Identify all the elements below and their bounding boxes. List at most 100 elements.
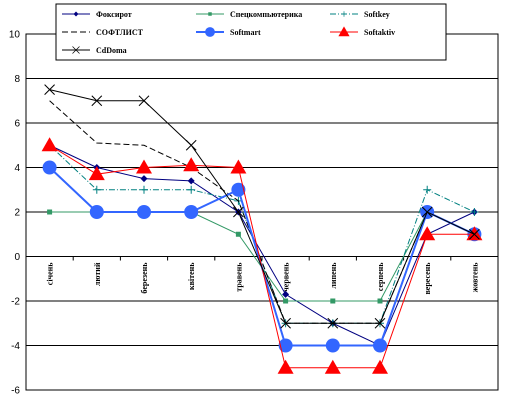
data-point [184, 205, 199, 219]
y-tick-label: -2 [11, 297, 20, 308]
data-point [278, 338, 293, 353]
data-point [374, 317, 386, 329]
data-point [341, 11, 347, 17]
legend-label: СОФТЛИСТ [96, 28, 144, 37]
series-6 [44, 84, 480, 329]
x-tick-label: вересень [423, 262, 432, 295]
data-point [419, 226, 436, 241]
y-tick-label: 4 [14, 163, 20, 174]
data-point [231, 182, 246, 197]
series-line [49, 144, 475, 347]
data-point-stroke [327, 317, 339, 329]
series-group [41, 84, 483, 374]
data-point [41, 137, 58, 152]
legend-label: Спецкомпьютерика [230, 10, 302, 19]
data-point [377, 298, 383, 304]
data-point [140, 185, 148, 194]
data-point-stroke [72, 46, 80, 54]
data-point [423, 185, 432, 194]
y-tick-label: 2 [14, 208, 20, 219]
data-point [92, 185, 101, 194]
series-5 [41, 137, 483, 374]
y-tick-label: -4 [11, 341, 20, 352]
data-point [185, 139, 197, 151]
y-tick-label: 10 [9, 30, 21, 41]
data-point [466, 226, 483, 241]
legend-item: CdDoma [62, 46, 127, 55]
y-tick-label: -6 [11, 386, 20, 397]
data-point [372, 359, 388, 374]
x-tick-label: червень [282, 262, 291, 292]
data-point [469, 228, 480, 240]
legend-item: Softkey [330, 10, 390, 19]
legend-item: СОФТЛИСТ [62, 28, 144, 37]
x-tick-label: жовтень [470, 262, 479, 293]
data-point [72, 46, 80, 54]
data-point [187, 177, 195, 185]
data-point [280, 317, 291, 329]
data-point [137, 205, 151, 219]
legend-box [55, 3, 447, 61]
data-point [47, 209, 53, 215]
legend-swatch-marker [208, 12, 212, 16]
data-point-stroke [280, 317, 291, 329]
legend-label: CdDoma [96, 46, 127, 55]
data-point [338, 26, 350, 37]
data-point-stroke [469, 228, 480, 240]
x-tick-label: січень [46, 262, 55, 285]
data-point [88, 166, 105, 181]
data-point-stroke [233, 206, 244, 218]
data-point [138, 95, 150, 107]
data-point-stroke [44, 84, 55, 95]
series-line [49, 144, 475, 324]
data-point [327, 317, 339, 329]
y-tick-label: 6 [14, 119, 20, 130]
legend-item: Спецкомпьютерика [196, 10, 302, 19]
x-tick-label: серпень [376, 262, 385, 291]
data-point [42, 160, 57, 175]
data-point [183, 157, 200, 172]
y-tick-label: 8 [14, 74, 20, 85]
data-point [330, 298, 336, 304]
data-point-stroke [374, 317, 386, 329]
x-tick-label: лютий [93, 262, 102, 286]
legend-swatch-marker [341, 11, 347, 17]
legend-swatch-marker [205, 27, 215, 37]
x-tick-label: березень [140, 262, 149, 294]
legend-swatch-marker [72, 46, 80, 54]
data-point [324, 359, 341, 374]
data-point [233, 206, 244, 218]
data-point [235, 231, 241, 237]
data-point [208, 12, 212, 16]
legend-label: Softmart [230, 28, 261, 37]
data-point [187, 185, 196, 194]
legend-label: Фоксирот [96, 10, 132, 19]
legend-item: Softaktiv [330, 26, 395, 37]
x-tick-label: травень [234, 262, 243, 292]
series-line [49, 89, 475, 324]
data-point [91, 95, 103, 107]
data-point [470, 208, 479, 216]
legend: Фоксирот Спецкомпьютерика Softkey СОФТЛИСТ S… [55, 3, 447, 61]
data-point-stroke [91, 95, 103, 107]
series-2 [45, 141, 479, 328]
legend-item: Softmart [196, 27, 261, 37]
x-tick-label: квітень [187, 262, 196, 290]
data-point [325, 338, 340, 353]
data-point [373, 338, 387, 353]
data-point-stroke [138, 95, 150, 107]
data-point [136, 159, 152, 174]
legend-label: Softkey [364, 10, 390, 19]
legend-label: Softaktiv [364, 28, 395, 37]
data-point [283, 298, 289, 304]
data-point [44, 84, 55, 95]
data-point [230, 159, 247, 174]
data-point [140, 175, 148, 183]
data-point [421, 206, 433, 218]
data-point-stroke [421, 206, 433, 218]
data-point [277, 359, 294, 374]
data-point [282, 290, 290, 298]
data-point-stroke [185, 139, 197, 151]
x-tick-label: липень [329, 262, 338, 289]
